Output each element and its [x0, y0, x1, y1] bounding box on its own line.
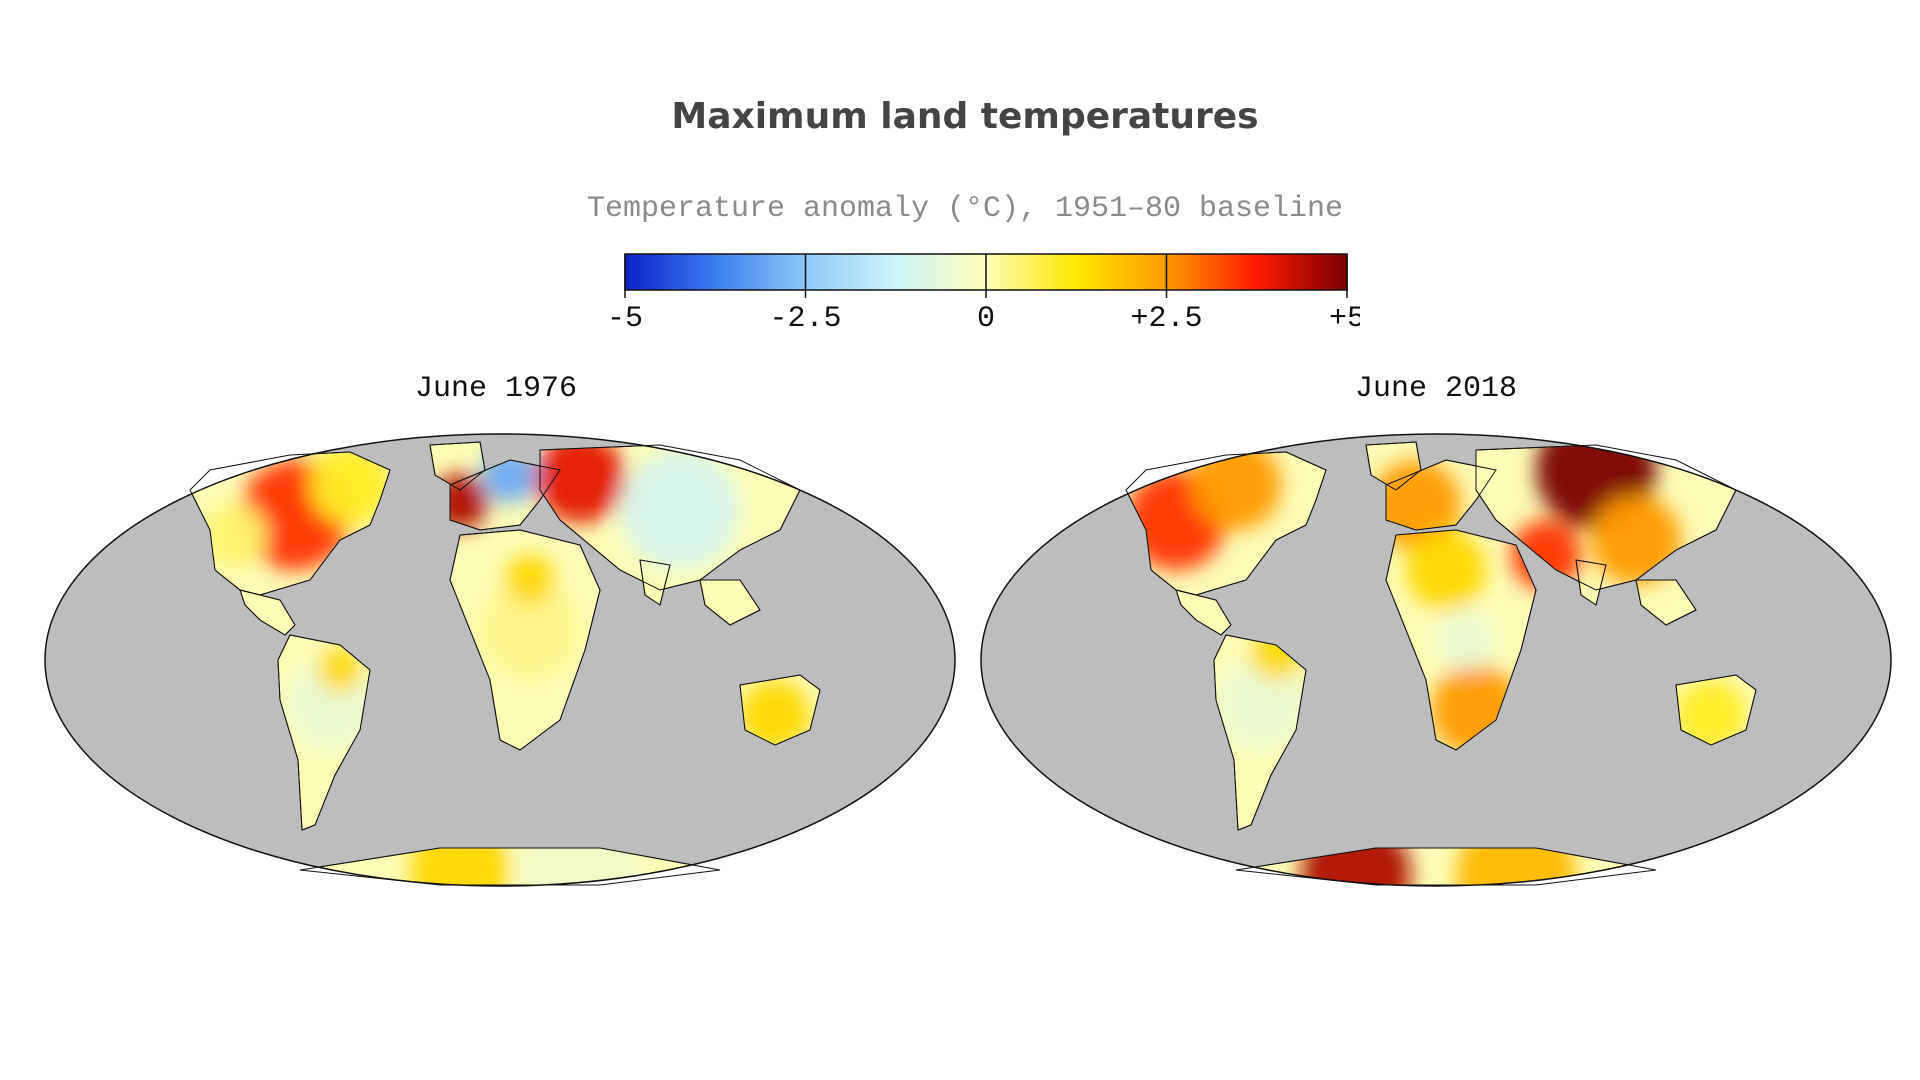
map-june-2018	[980, 433, 1892, 887]
coastline-south-america	[1213, 634, 1307, 831]
anomaly-blob	[480, 580, 580, 680]
coastline-australia	[739, 674, 821, 746]
coastline-africa	[1385, 529, 1537, 751]
anomaly-layer	[1126, 442, 1746, 885]
coastline-central-america	[1175, 589, 1232, 636]
coastline-southeast-asia	[1635, 579, 1697, 626]
coastline-south-america	[277, 634, 371, 831]
coastline-europe	[449, 459, 561, 531]
anomaly-blob	[310, 445, 390, 525]
colorbar-tick-label: +2.5	[1130, 302, 1202, 336]
coastline-india	[639, 559, 671, 606]
colorbar-tick-label: -2.5	[769, 302, 841, 336]
anomaly-blob	[1191, 442, 1281, 530]
anomaly-blob	[740, 680, 810, 750]
anomaly-blob	[535, 442, 625, 523]
coastline-europe	[1385, 459, 1497, 531]
chart-title: Maximum land temperatures	[671, 96, 1259, 137]
coastline-southeast-asia	[699, 579, 761, 626]
colorbar-tick-label: +5	[1329, 302, 1360, 336]
colorbar-ticks: -5 -2.5 0 +2.5 +5	[607, 254, 1360, 336]
coastline-greenland	[1365, 441, 1422, 491]
map-title-june-2018: June 2018	[1354, 372, 1518, 406]
colorbar-tick-label: 0	[977, 302, 995, 336]
anomaly-blob	[1676, 680, 1746, 750]
coastline-india	[1575, 559, 1607, 606]
coastline-north-america	[1125, 451, 1327, 596]
coastline-north-america	[189, 451, 391, 596]
anomaly-blob	[505, 555, 555, 605]
map-title-june-1976: June 1976	[414, 372, 578, 406]
coastline-antarctica	[299, 847, 721, 886]
anomaly-blob	[1436, 610, 1496, 670]
colorbar-tick-label: -5	[607, 302, 643, 336]
colorbar: -5 -2.5 0 +2.5 +5	[607, 253, 1360, 336]
colorbar-label: Temperature anomaly (°C), 1951–80 baseli…	[586, 192, 1344, 226]
anomaly-blob	[1216, 660, 1306, 750]
map-outline	[980, 433, 1892, 887]
coastline-africa	[449, 529, 601, 751]
coastline-central-america	[239, 589, 296, 636]
coastline-greenland	[429, 441, 486, 491]
anomaly-blob	[1406, 530, 1486, 610]
anomaly-blob	[1591, 495, 1681, 585]
anomaly-blob	[318, 648, 362, 692]
anomaly-blob	[620, 450, 740, 570]
coastline-antarctica	[1235, 847, 1657, 886]
anomaly-blob	[203, 503, 267, 567]
map-outline	[44, 433, 956, 887]
map-june-1976	[44, 433, 956, 887]
coastline-australia	[1675, 674, 1757, 746]
